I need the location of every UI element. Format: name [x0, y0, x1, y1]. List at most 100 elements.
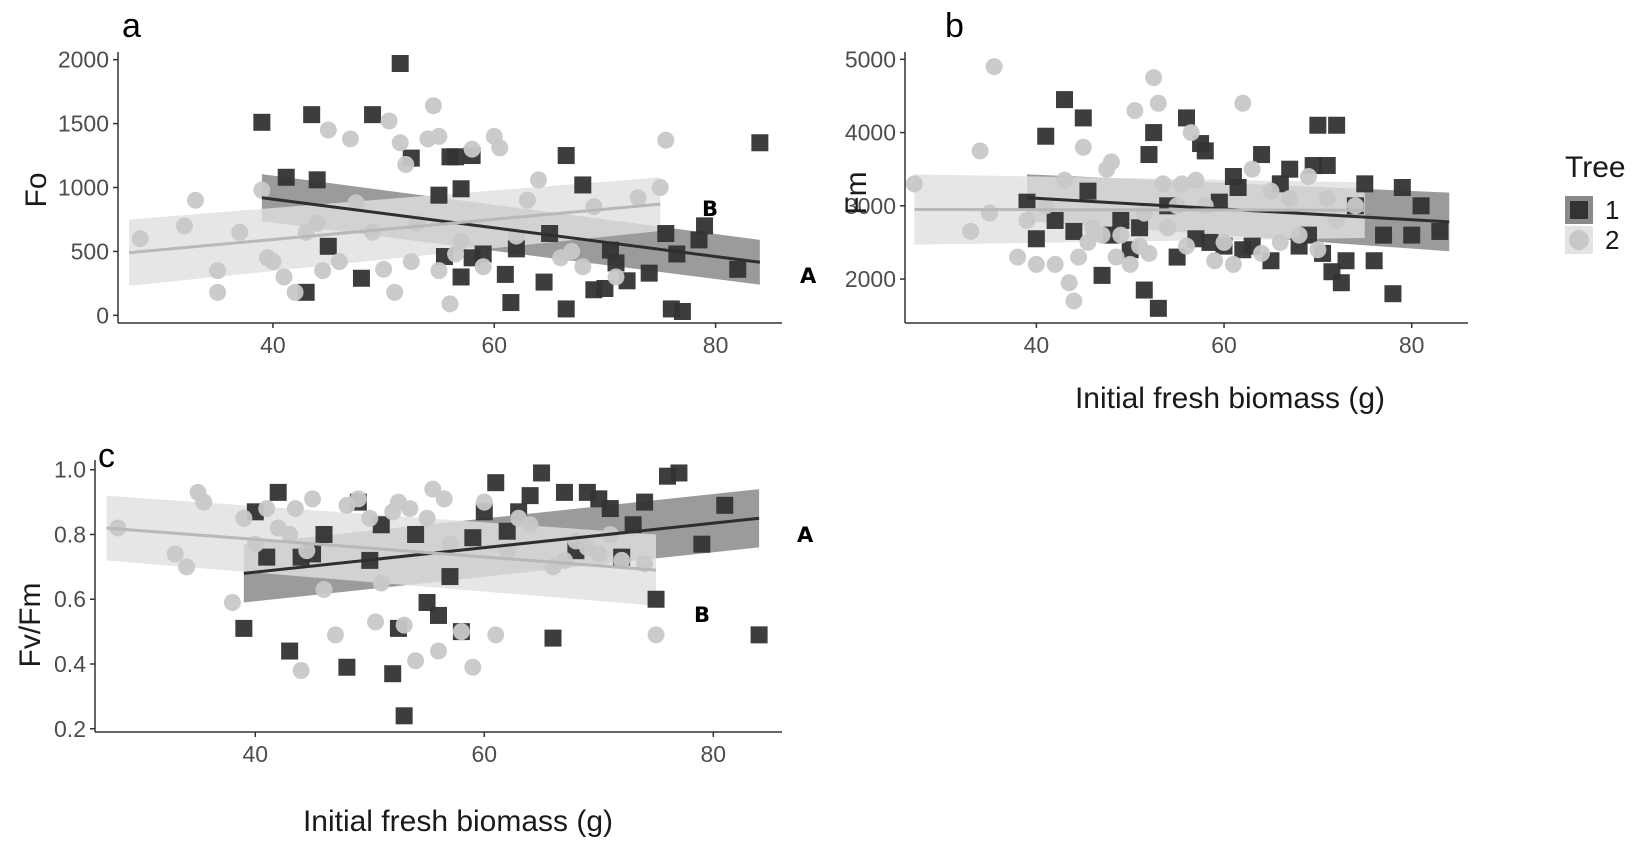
- legend-key-2-circle: [1569, 230, 1589, 250]
- data-point-tree-2: [424, 480, 442, 498]
- panel-a: a 40 60 80 0 500 1000 1500 2000 Fo B A: [20, 7, 817, 358]
- y-tick-label: 5000: [845, 46, 896, 72]
- panel-b-y-axis-title: Fm: [840, 171, 873, 214]
- data-point-tree-2: [1107, 248, 1125, 266]
- data-point-tree-2: [402, 253, 420, 271]
- data-point-tree-2: [475, 493, 493, 511]
- data-point-tree-2: [962, 222, 980, 240]
- data-point-tree-1: [1140, 146, 1158, 164]
- panel-c-fit-lines: [106, 516, 760, 575]
- data-point-tree-1: [716, 496, 734, 514]
- data-point-tree-2: [166, 545, 184, 563]
- data-point-tree-2: [1046, 255, 1064, 273]
- y-tick-label: 0: [96, 302, 109, 328]
- data-point-tree-1: [269, 483, 287, 501]
- data-point-tree-1: [338, 658, 356, 676]
- data-point-tree-2: [613, 551, 631, 569]
- data-point-tree-1: [555, 483, 573, 501]
- data-point-tree-2: [315, 581, 333, 599]
- data-point-tree-2: [258, 500, 276, 518]
- data-point-tree-1: [750, 626, 768, 644]
- data-point-tree-2: [1178, 237, 1195, 255]
- y-tick-label: 2000: [58, 47, 109, 73]
- data-point-tree-1: [1056, 91, 1074, 109]
- data-point-tree-2: [629, 189, 647, 207]
- data-point-tree-2: [264, 253, 282, 271]
- data-point-tree-1: [430, 606, 447, 624]
- data-point-tree-2: [574, 258, 592, 276]
- panel-b-fit-lines: [914, 196, 1450, 224]
- panel-c-axes: 40 60 80 0.2 0.4 0.6 0.8 1.0: [54, 457, 782, 767]
- panel-a-tag: a: [122, 7, 141, 45]
- fit-line-tree-2: [914, 207, 1365, 212]
- data-point-tree-2: [1154, 175, 1172, 193]
- data-point-tree-2: [1262, 182, 1280, 200]
- data-point-tree-2: [395, 616, 413, 634]
- data-point-tree-1: [636, 493, 654, 511]
- data-point-tree-2: [980, 204, 998, 222]
- data-point-tree-2: [407, 652, 425, 670]
- data-point-tree-2: [231, 223, 249, 241]
- data-point-tree-2: [1070, 248, 1088, 266]
- data-point-tree-1: [253, 113, 271, 131]
- panel-b-points: [905, 58, 1449, 317]
- data-point-tree-2: [1290, 226, 1308, 244]
- legend-title: Tree: [1565, 151, 1626, 184]
- data-point-tree-1: [1027, 230, 1045, 248]
- legend-key-1: [1565, 196, 1593, 224]
- data-point-tree-2: [175, 217, 193, 235]
- data-point-tree-1: [277, 168, 295, 186]
- data-point-tree-1: [668, 245, 686, 263]
- data-point-tree-1: [1384, 285, 1402, 303]
- data-point-tree-2: [326, 626, 344, 644]
- data-point-tree-2: [1318, 189, 1336, 207]
- data-point-tree-2: [464, 658, 482, 676]
- data-point-tree-1: [670, 464, 688, 482]
- data-point-tree-2: [364, 223, 382, 241]
- data-point-tree-1: [1196, 142, 1214, 160]
- data-point-tree-2: [1224, 255, 1242, 273]
- y-tick-label: 1500: [58, 111, 109, 137]
- data-point-tree-1: [1149, 299, 1167, 317]
- data-point-tree-1: [1210, 193, 1228, 211]
- data-point-tree-2: [1187, 171, 1205, 189]
- panel-c-fit-tag-b: B: [694, 603, 710, 627]
- data-point-tree-2: [430, 642, 447, 660]
- data-point-tree-1: [1253, 146, 1271, 164]
- data-point-tree-2: [1065, 292, 1083, 310]
- data-point-tree-1: [452, 180, 470, 198]
- data-point-tree-1: [1309, 116, 1327, 134]
- data-point-tree-2: [1135, 204, 1153, 222]
- data-point-tree-1: [1201, 233, 1219, 251]
- y-tick-label: 0.8: [54, 521, 86, 547]
- panel-b: b 40 60 80 2000 3000 4000 5000 Fm Initial fres…: [840, 7, 1468, 415]
- data-point-tree-2: [347, 194, 365, 212]
- panel-b-axes: 40 60 80 2000 3000 4000 5000: [845, 46, 1468, 358]
- data-point-tree-1: [464, 529, 482, 547]
- data-point-tree-1: [729, 260, 747, 278]
- data-point-tree-2: [1281, 189, 1299, 207]
- legend-label-2: 2: [1605, 225, 1619, 255]
- data-point-tree-1: [1431, 222, 1449, 240]
- data-point-tree-1: [315, 525, 333, 543]
- legend-label-1: 1: [1605, 195, 1619, 225]
- data-point-tree-2: [319, 121, 337, 139]
- panel-c: c 40 60 80 0.2 0.4 0.6 0.8 1.0 Fv/Fm Initial fr…: [14, 437, 814, 838]
- data-point-tree-2: [286, 500, 304, 518]
- data-point-tree-2: [491, 139, 509, 157]
- data-point-tree-2: [647, 626, 665, 644]
- panel-c-x-axis-title: Initial fresh biomass (g): [303, 805, 613, 838]
- data-point-tree-1: [544, 629, 562, 647]
- data-point-tree-2: [1173, 175, 1191, 193]
- data-point-tree-2: [651, 179, 669, 196]
- data-point-tree-1: [751, 134, 769, 152]
- data-point-tree-1: [474, 245, 492, 263]
- data-point-tree-2: [905, 175, 923, 193]
- data-point-tree-2: [521, 516, 539, 534]
- data-point-tree-2: [380, 112, 398, 130]
- data-point-tree-2: [563, 242, 581, 260]
- data-point-tree-2: [1079, 233, 1097, 251]
- panel-c-fit-tag-a: A: [797, 523, 814, 547]
- data-point-tree-1: [1356, 175, 1374, 193]
- data-point-tree-1: [352, 269, 370, 287]
